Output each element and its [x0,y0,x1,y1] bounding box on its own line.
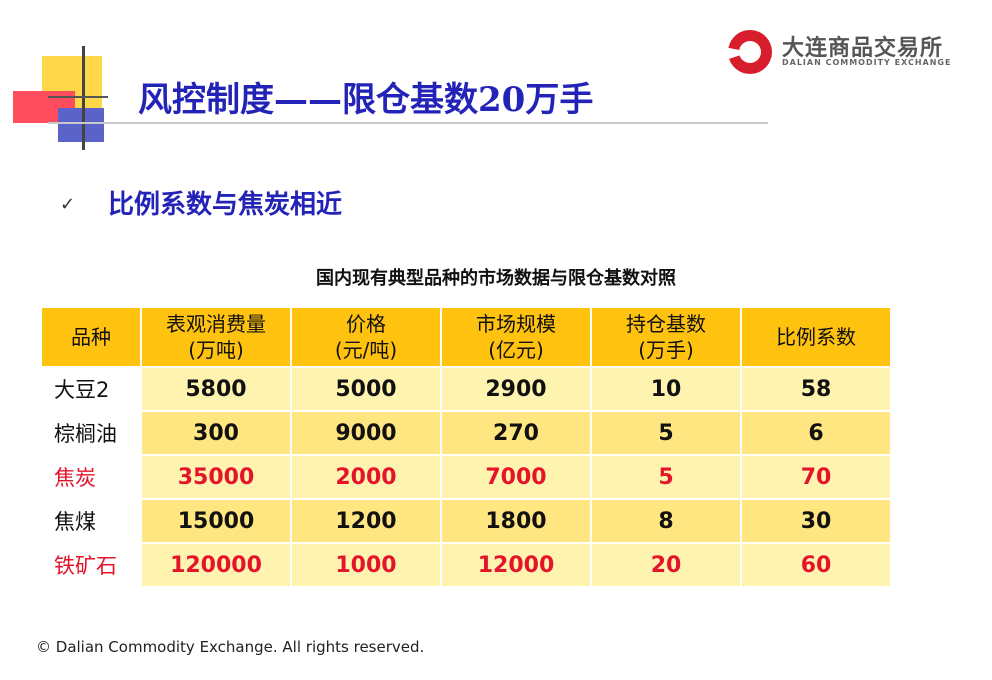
table-row: 大豆2 5800 5000 2900 10 58 [40,366,892,412]
table-row: 焦炭 35000 2000 7000 5 70 [40,454,892,500]
cell-position-base: 20 [590,542,742,588]
logo-chinese-name: 大连商品交易所 [782,36,944,61]
cell-ratio: 70 [740,454,892,500]
cell-position-base: 10 [590,366,742,412]
cell-ratio: 6 [740,410,892,456]
header-cell-variety: 品种 [40,306,142,368]
checkmark-icon: ✓ [60,194,76,215]
cell-position-base: 5 [590,454,742,500]
cell-variety: 焦煤 [40,498,142,544]
cell-price: 9000 [290,410,442,456]
cell-consumption: 300 [140,410,292,456]
decor-short-line [48,96,108,98]
cell-market-scale: 270 [440,410,592,456]
decor-blue-block [58,108,104,142]
copyright-footer: © Dalian Commodity Exchange. All rights … [36,638,425,656]
cell-price: 1200 [290,498,442,544]
comparison-table: 品种 表观消费量 (万吨) 价格 (元/吨) 市场规模 (亿元) 持仓基数 (万手) 比… [40,306,892,588]
header-cell-position-base: 持仓基数 (万手) [590,306,742,368]
exchange-logo: 大连商品交易所 DALIAN COMMODITY EXCHANGE [728,28,958,76]
cell-variety: 棕榈油 [40,410,142,456]
cell-position-base: 8 [590,498,742,544]
logo-english-name: DALIAN COMMODITY EXCHANGE [782,58,952,67]
cell-consumption: 35000 [140,454,292,500]
cell-variety: 铁矿石 [40,542,142,588]
header-cell-consumption: 表观消费量 (万吨) [140,306,292,368]
decor-vertical-line [82,46,85,150]
title-underline [48,122,768,124]
cell-price: 5000 [290,366,442,412]
table-caption: 国内现有典型品种的市场数据与限仓基数对照 [316,268,676,289]
table-row: 铁矿石 120000 1000 12000 20 60 [40,542,892,588]
bullet-point: 比例系数与焦炭相近 [108,190,343,220]
cell-ratio: 60 [740,542,892,588]
table-header-row: 品种 表观消费量 (万吨) 价格 (元/吨) 市场规模 (亿元) 持仓基数 (万手) 比… [40,306,892,368]
cell-consumption: 15000 [140,498,292,544]
cell-price: 1000 [290,542,442,588]
slide-title: 风控制度——限仓基数20万手 [138,80,594,120]
dce-logo-icon [728,30,772,74]
cell-consumption: 5800 [140,366,292,412]
cell-market-scale: 2900 [440,366,592,412]
cell-variety: 焦炭 [40,454,142,500]
cell-consumption: 120000 [140,542,292,588]
header-cell-ratio: 比例系数 [740,306,892,368]
cell-variety: 大豆2 [40,366,142,412]
table-row: 棕榈油 300 9000 270 5 6 [40,410,892,456]
cell-market-scale: 1800 [440,498,592,544]
header-cell-market-scale: 市场规模 (亿元) [440,306,592,368]
cell-ratio: 58 [740,366,892,412]
cell-price: 2000 [290,454,442,500]
table-row: 焦煤 15000 1200 1800 8 30 [40,498,892,544]
header-cell-price: 价格 (元/吨) [290,306,442,368]
cell-market-scale: 7000 [440,454,592,500]
cell-ratio: 30 [740,498,892,544]
cell-position-base: 5 [590,410,742,456]
cell-market-scale: 12000 [440,542,592,588]
